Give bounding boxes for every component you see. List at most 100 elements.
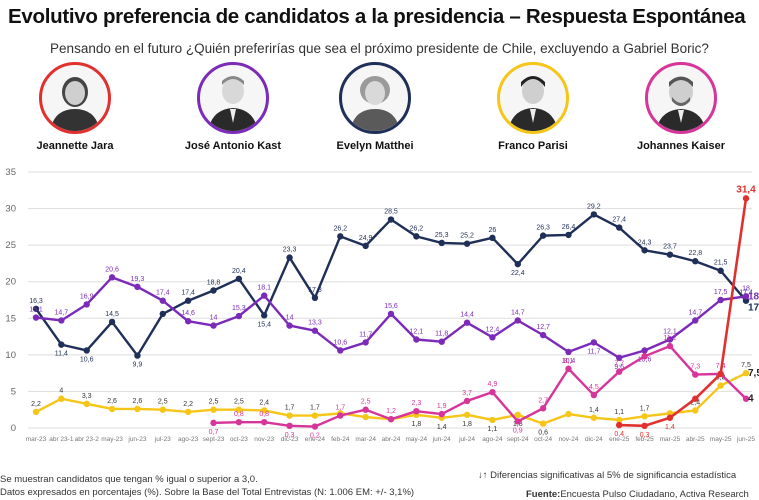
data-label: 2,6 <box>133 398 143 405</box>
data-point <box>311 423 319 430</box>
data-point <box>32 408 40 416</box>
series-line <box>35 213 747 357</box>
data-label: 0,8 <box>234 411 244 418</box>
data-label: 2,3 <box>411 400 421 407</box>
data-point <box>692 395 699 402</box>
data-label: 21,5 <box>714 260 728 267</box>
data-point <box>108 405 116 413</box>
data-label: 0,8 <box>259 411 269 418</box>
data-label: 2,5 <box>361 399 371 406</box>
data-point <box>134 352 141 359</box>
data-point <box>692 258 699 265</box>
data-label: 18 <box>742 285 750 292</box>
data-label: 2,4 <box>690 399 700 406</box>
data-label: 26,2 <box>410 225 424 232</box>
data-label: 25,2 <box>460 233 474 240</box>
data-point <box>261 312 268 319</box>
data-point <box>362 406 369 413</box>
x-tick-label: may-25 <box>710 436 732 443</box>
x-tick-label: dic-24 <box>585 436 603 443</box>
data-point <box>590 391 598 399</box>
y-tick-label: 10 <box>5 350 16 361</box>
data-label: 17,8 <box>308 287 322 294</box>
data-point <box>616 416 623 424</box>
data-point <box>210 322 217 329</box>
data-point <box>489 388 496 396</box>
data-label: 18,1 <box>257 285 271 292</box>
data-label: 24,9 <box>359 235 373 242</box>
data-point <box>717 267 724 274</box>
data-point <box>362 242 369 250</box>
data-point <box>616 224 623 231</box>
data-label: 1,7 <box>310 405 320 412</box>
data-point <box>413 407 420 415</box>
x-tick-label: jun-23 <box>127 436 146 443</box>
data-point <box>489 334 496 341</box>
data-point <box>539 331 547 339</box>
data-point <box>717 370 724 378</box>
data-point <box>565 410 572 418</box>
data-label: 0,4 <box>614 431 624 438</box>
data-label: 27,4 <box>612 217 626 224</box>
data-point <box>742 297 750 304</box>
x-tick-label: jun-24 <box>432 436 451 443</box>
data-point <box>489 416 496 424</box>
data-point <box>58 395 65 402</box>
data-point <box>235 418 243 426</box>
data-label: 31,4 <box>736 184 756 195</box>
data-label: 3,7 <box>462 390 472 397</box>
data-point <box>666 414 674 421</box>
data-point <box>742 293 750 300</box>
data-label: 20,4 <box>232 268 246 275</box>
data-label: 22,4 <box>511 270 525 277</box>
data-point <box>134 405 141 413</box>
data-label: 24,3 <box>638 239 652 246</box>
data-point <box>514 317 521 324</box>
data-point <box>514 260 521 268</box>
y-tick-label: 5 <box>11 386 16 397</box>
y-tick-label: 15 <box>5 313 16 324</box>
data-label: 2,7 <box>538 397 548 404</box>
data-label: 1,4 <box>589 407 599 414</box>
data-point <box>666 251 674 258</box>
data-point <box>311 412 319 419</box>
data-point <box>641 247 648 254</box>
x-tick-label: jun-25 <box>736 436 755 443</box>
y-tick-label: 25 <box>5 240 16 251</box>
data-label: 0,9 <box>513 427 523 434</box>
data-label: 11,7 <box>587 348 600 355</box>
data-label: 10,6 <box>333 339 347 346</box>
data-label: 1,7 <box>335 405 345 412</box>
y-tick-label: 30 <box>5 204 16 215</box>
significance-legend: ↓↑ Diferencias significativas al 5% de s… <box>478 470 736 481</box>
person-portrait-icon <box>208 76 258 131</box>
avatar <box>197 62 269 134</box>
data-point <box>666 336 674 343</box>
avatar <box>39 62 111 134</box>
data-point <box>311 294 319 302</box>
data-label: 12,1 <box>663 328 677 335</box>
source-label: Fuente: <box>526 489 561 500</box>
data-label: 10,4 <box>562 358 576 365</box>
data-label: 4,9 <box>488 381 498 388</box>
data-point <box>641 413 648 420</box>
data-label: 17,4 <box>181 290 195 297</box>
data-label: 1,1 <box>614 409 624 416</box>
x-tick-label: sept-23 <box>203 436 225 443</box>
data-point <box>641 353 648 360</box>
data-label: 2,6 <box>107 398 117 405</box>
data-label: 15,6 <box>384 303 398 310</box>
avatar <box>339 62 411 134</box>
data-label: 11,7 <box>359 331 372 338</box>
data-label: 1,8 <box>462 421 472 428</box>
data-label: 2,5 <box>158 399 168 406</box>
data-point <box>32 314 40 321</box>
data-point <box>742 369 750 377</box>
data-point <box>641 422 648 430</box>
y-tick-label: 35 <box>5 167 16 178</box>
x-tick-label: feb-25 <box>635 436 654 443</box>
data-point <box>261 292 268 299</box>
x-tick-label: mar-25 <box>660 436 681 443</box>
data-label: 7,3 <box>690 364 700 371</box>
